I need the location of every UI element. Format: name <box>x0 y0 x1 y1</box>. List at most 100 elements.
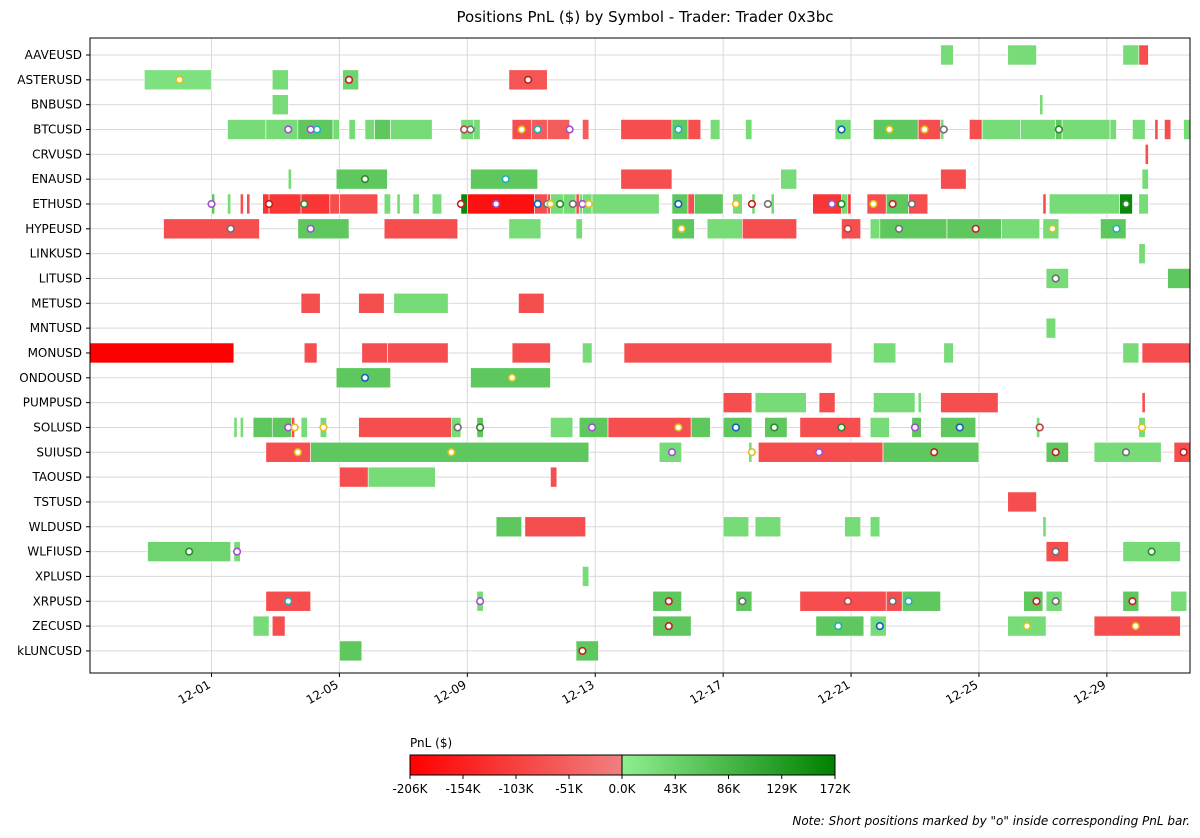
position-bar <box>348 119 356 140</box>
short-marker <box>555 199 565 209</box>
colorbar-label: PnL ($) <box>410 736 452 750</box>
position-bar <box>1167 268 1191 289</box>
y-tick-label: WLFIUSD <box>27 545 82 559</box>
short-marker <box>1051 597 1060 606</box>
colorbar-ticks: -206K -154K -103K -51K 0.0K 43K 86K 129K 172K <box>392 775 852 796</box>
short-marker <box>888 199 897 209</box>
position-bar <box>252 417 273 438</box>
short-marker <box>312 125 322 134</box>
short-marker <box>674 423 683 432</box>
position-bar <box>1007 491 1037 513</box>
position-bar <box>524 516 586 538</box>
short-marker <box>284 125 293 134</box>
position-bar <box>754 516 781 538</box>
position-bar <box>1183 119 1191 140</box>
colorbar-tick-label: -206K <box>392 782 428 796</box>
colorbar-tick-label: 43K <box>664 782 688 796</box>
position-bar <box>303 342 318 364</box>
y-tick-label: BNBUSD <box>31 98 82 112</box>
short-marker <box>360 175 370 184</box>
position-bar <box>799 417 861 438</box>
plot-area: AAVEUSD ASTERUSD BNBUSD BTCUSD CRVUSD ENAUSD E… <box>17 37 1191 707</box>
position-bar <box>582 342 593 364</box>
position-bar <box>694 193 724 215</box>
position-bar <box>1049 193 1120 215</box>
position-bar <box>591 193 660 215</box>
position-bar <box>818 392 836 413</box>
short-marker <box>885 125 894 134</box>
short-marker <box>476 597 485 606</box>
position-bar <box>396 193 401 215</box>
position-bar <box>1144 144 1149 165</box>
x-tick-label: 12-25 <box>943 677 980 707</box>
short-marker <box>578 646 587 656</box>
position-bar <box>917 392 922 413</box>
short-marker <box>1051 547 1060 556</box>
position-bar <box>745 119 753 140</box>
position-bar <box>943 342 954 364</box>
position-bar <box>329 193 340 215</box>
short-marker <box>910 423 920 432</box>
position-bar <box>265 441 311 463</box>
colorbar: PnL ($) -206K -154K -103K -51K 0.0K 43K 86K 129… <box>392 736 851 796</box>
short-marker <box>664 621 673 631</box>
position-bar <box>873 119 919 140</box>
position-bar <box>364 119 375 140</box>
x-tick-label: 12-09 <box>432 677 469 707</box>
position-bar <box>869 417 890 438</box>
short-marker <box>738 597 747 606</box>
short-marker <box>837 423 846 432</box>
position-bar <box>431 193 443 215</box>
position-bar <box>620 119 673 140</box>
short-marker <box>837 125 846 134</box>
short-marker <box>1051 448 1060 457</box>
x-tick-label: 12-17 <box>687 677 724 707</box>
short-marker <box>1137 423 1147 432</box>
position-bar <box>1042 516 1047 538</box>
short-marker <box>226 224 235 233</box>
y-axis: AAVEUSD ASTERUSD BNBUSD BTCUSD CRVUSD ENAUSD E… <box>17 48 90 658</box>
position-bar <box>873 392 916 413</box>
short-marker <box>456 199 466 209</box>
y-tick-label: ASTERUSD <box>17 73 82 87</box>
position-bar <box>467 193 535 215</box>
y-tick-label: XRPUSD <box>33 594 82 608</box>
position-bar <box>239 417 244 438</box>
short-marker <box>747 199 757 209</box>
position-bar <box>1154 119 1159 140</box>
x-tick-label: 12-13 <box>560 677 597 707</box>
short-marker <box>731 423 741 432</box>
position-bar <box>495 516 522 538</box>
y-tick-label: HYPEUSD <box>25 222 82 236</box>
short-marker <box>232 547 242 556</box>
chart-title: Positions PnL ($) by Symbol - Trader: Tr… <box>457 8 834 26</box>
y-tick-label: PUMPUSD <box>23 396 82 410</box>
position-bar <box>690 417 711 438</box>
colorbar-tick-label: -103K <box>498 782 534 796</box>
short-marker <box>587 423 597 432</box>
short-marker <box>677 224 686 233</box>
position-bar <box>361 342 388 364</box>
position-bar <box>374 119 391 140</box>
position-bar <box>268 193 302 215</box>
short-marker <box>731 199 741 209</box>
position-bar <box>390 119 433 140</box>
position-bar <box>252 615 270 637</box>
short-marker <box>264 199 274 209</box>
short-marker <box>837 199 846 209</box>
position-bar <box>969 119 983 140</box>
short-marker <box>955 423 964 432</box>
colorbar-tick-label: -154K <box>445 782 481 796</box>
short-marker <box>306 224 315 233</box>
short-marker <box>476 423 485 432</box>
position-bar <box>412 193 420 215</box>
position-bar <box>1007 44 1037 66</box>
position-bar <box>89 342 235 364</box>
position-bar <box>1141 168 1149 190</box>
y-tick-label: MONUSD <box>28 346 82 360</box>
position-bar <box>1138 44 1149 66</box>
position-bar <box>799 590 887 612</box>
short-marker <box>674 199 683 209</box>
position-bar <box>742 218 797 240</box>
position-bar <box>620 168 673 190</box>
